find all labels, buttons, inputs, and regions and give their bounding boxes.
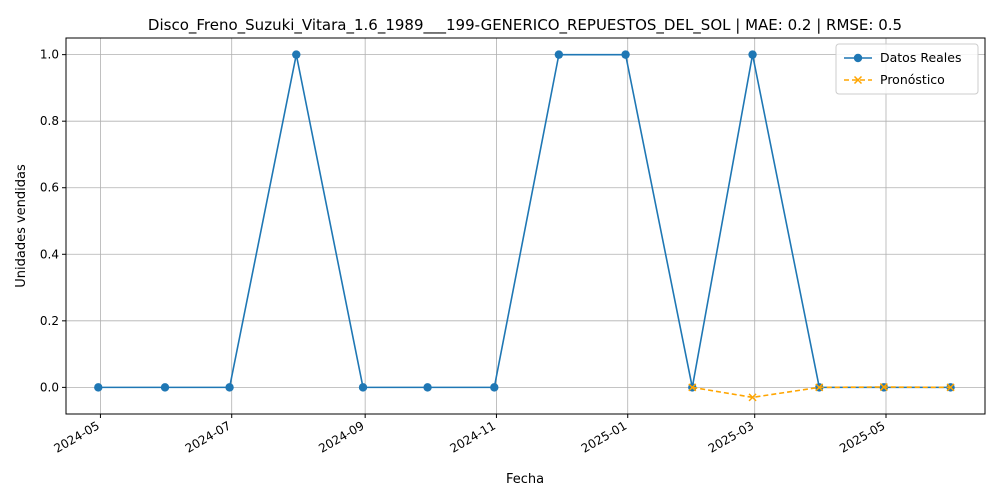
- legend-marker: [853, 75, 863, 85]
- x-tick-label: 2024-05: [52, 418, 102, 455]
- chart-title: Disco_Freno_Suzuki_Vitara_1.6_1989___199…: [148, 16, 902, 35]
- y-tick-label: 0.4: [40, 247, 59, 261]
- x-axis-label: Fecha: [506, 472, 544, 487]
- y-tick-label: 0.8: [40, 114, 59, 128]
- series-datos-reales: [94, 50, 955, 392]
- data-point: [621, 50, 630, 59]
- data-point: [688, 383, 697, 392]
- x-tick-label: 2024-11: [448, 418, 498, 455]
- data-point: [748, 393, 757, 402]
- x-tick-label: 2024-09: [316, 418, 366, 455]
- series-line: [98, 53, 951, 389]
- data-point: [490, 383, 499, 392]
- series-pron-stico: [688, 383, 955, 402]
- x-tick-label: 2024-07: [183, 418, 233, 455]
- grid-lines: [66, 38, 985, 414]
- legend-marker: [853, 53, 863, 63]
- series-layer: [94, 50, 955, 402]
- plot-frame: [65, 37, 986, 415]
- legend: Datos Reales Pronóstico: [835, 43, 979, 95]
- y-axis-label: Unidades vendidas: [14, 164, 29, 288]
- x-tick-label: 2025-05: [837, 418, 887, 455]
- data-point: [946, 383, 955, 392]
- x-tick-label: 2025-03: [706, 418, 756, 455]
- data-point: [292, 50, 301, 59]
- legend-box: [835, 43, 979, 95]
- y-ticks: 0.0 0.2 0.4 0.6 0.8 1.0: [40, 48, 66, 394]
- data-point: [423, 383, 432, 392]
- x-ticks: 2024-05 2024-07 2024-09 2024-11 2025-01 2025-…: [52, 414, 887, 456]
- legend-label: Datos Reales: [880, 50, 961, 65]
- data-point: [358, 383, 368, 392]
- y-tick-label: 0.0: [40, 380, 59, 394]
- x-tick-label: 2025-01: [579, 418, 629, 455]
- y-tick-label: 0.2: [40, 314, 59, 328]
- data-point: [815, 383, 824, 392]
- data-point: [225, 383, 234, 392]
- data-point: [554, 50, 564, 59]
- data-point: [160, 383, 170, 392]
- data-point: [879, 383, 888, 392]
- data-point: [94, 383, 103, 392]
- legend-label: Pronóstico: [880, 72, 945, 87]
- data-point: [748, 50, 757, 59]
- y-tick-label: 1.0: [40, 48, 59, 62]
- y-tick-label: 0.6: [40, 181, 59, 195]
